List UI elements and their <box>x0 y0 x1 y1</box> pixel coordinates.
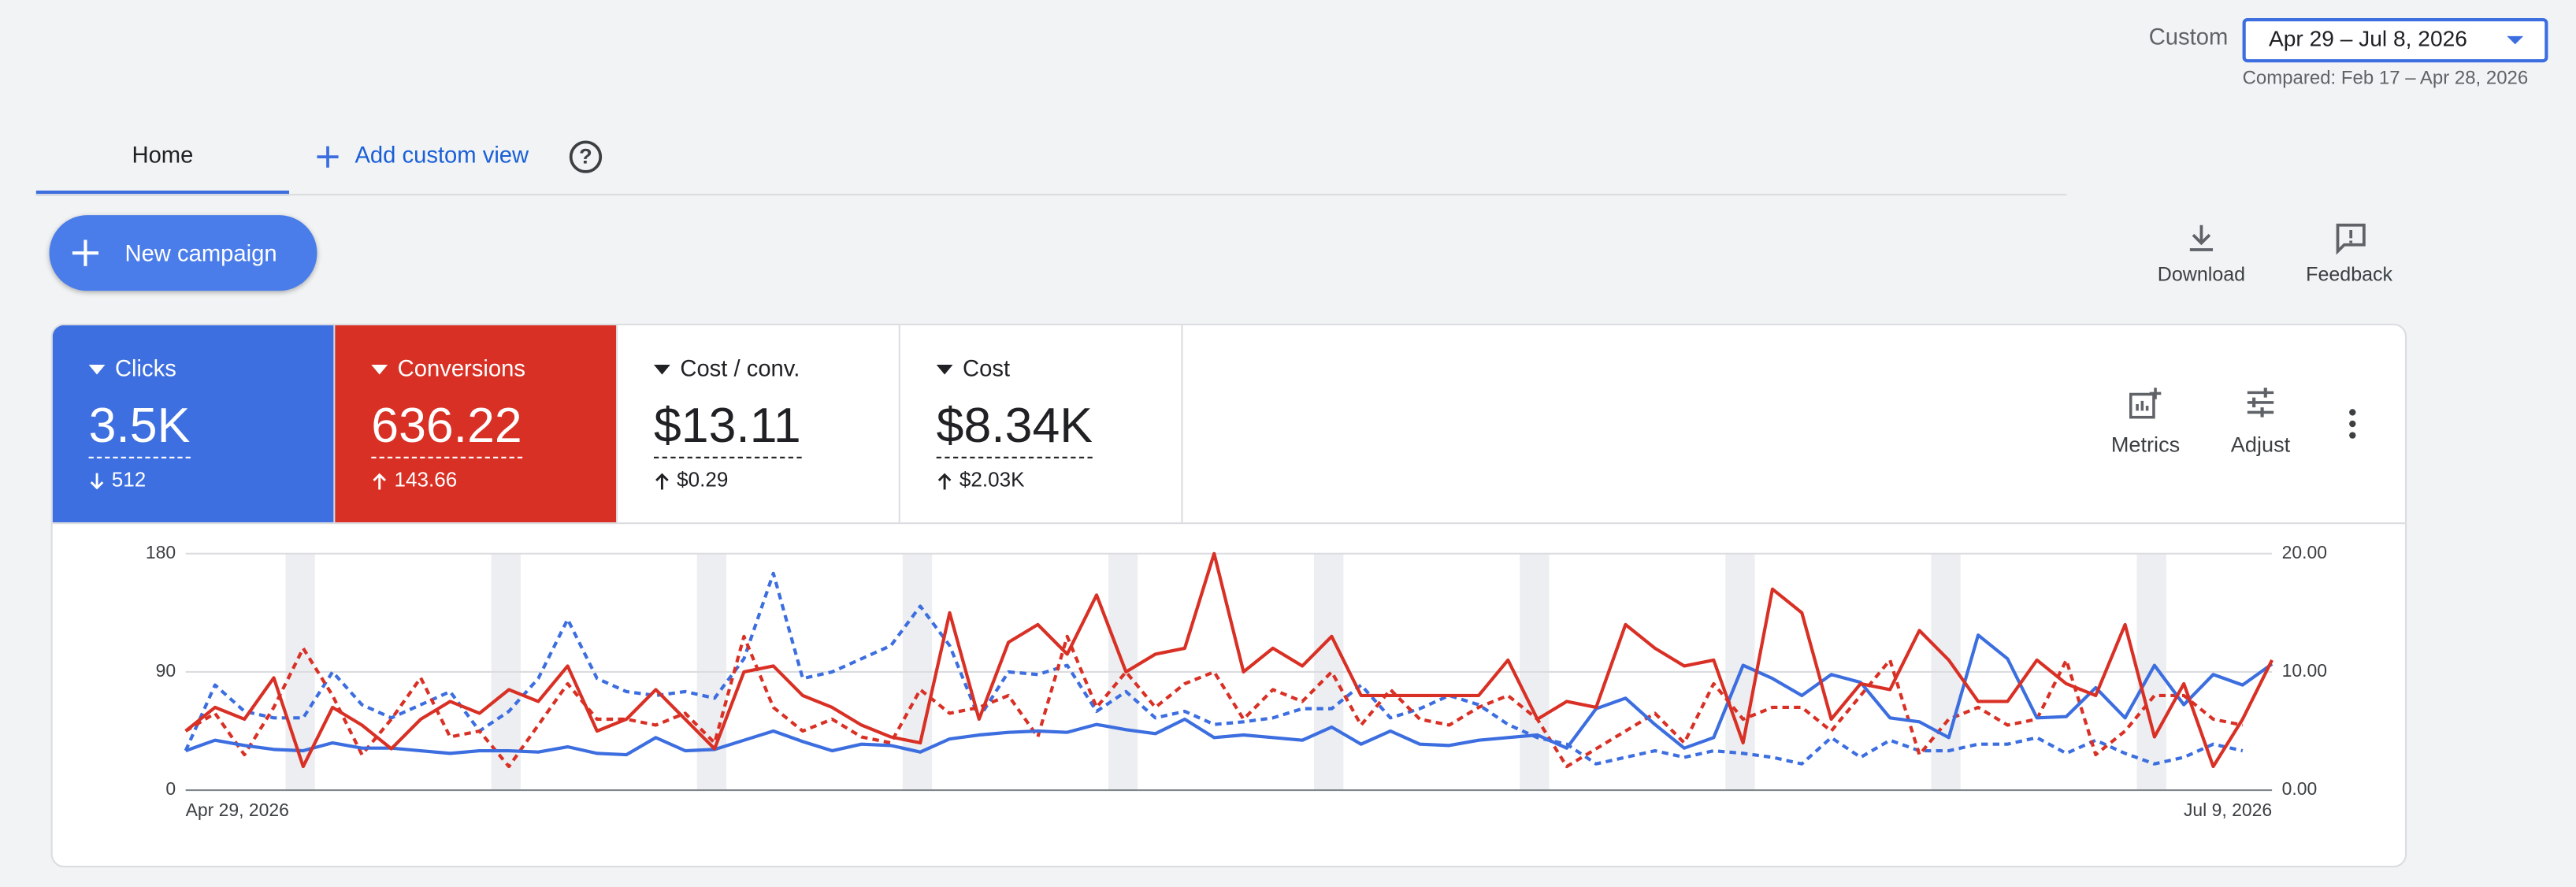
delta-arrow <box>655 473 669 490</box>
more-icon[interactable] <box>2348 407 2358 440</box>
adjust-label[interactable]: Adjust <box>2230 432 2291 457</box>
x-tick-label: Apr 29, 2026 <box>186 800 289 820</box>
metric-tile[interactable]: Cost / conv. $13.11 $0.29 <box>618 325 900 523</box>
download-icon[interactable] <box>2187 224 2217 254</box>
delta-arrow <box>937 473 952 490</box>
tab-indicator <box>35 190 290 196</box>
delta-arrow <box>373 473 387 490</box>
delta-arrow <box>90 473 104 490</box>
metric-tile[interactable]: Conversions 636.22 143.66 <box>335 325 618 523</box>
tab-home[interactable]: Home <box>132 141 194 168</box>
plus-icon <box>72 239 99 266</box>
metric-value: $13.11 <box>653 398 801 458</box>
new-campaign-label: New campaign <box>124 239 277 266</box>
caret <box>371 364 388 375</box>
new-campaign-button[interactable]: New campaign <box>49 215 317 291</box>
caret <box>653 364 670 375</box>
metric-tile[interactable]: Cost $8.34K $2.03K <box>900 325 1183 523</box>
metric-label: Clicks <box>114 354 176 381</box>
metrics-icon[interactable] <box>2129 388 2162 421</box>
series-line <box>184 551 2273 769</box>
plus-icon <box>317 146 339 168</box>
metric-label: Conversions <box>397 354 525 381</box>
metric-delta: $2.03K <box>959 468 1025 492</box>
y-tick-label: 0 <box>165 778 176 799</box>
metric-tiles: Clicks 3.5K 512 Conversions 636.22 143.66 Cost… <box>52 325 1186 523</box>
metric-tile[interactable]: Clicks 3.5K 512 <box>52 325 336 523</box>
y-tick-label: 180 <box>146 542 176 562</box>
caret <box>88 364 106 375</box>
feedback-label[interactable]: Feedback <box>2306 262 2393 286</box>
compared-range: Compared: Feb 17 – Apr 28, 2026 <box>2242 69 2529 89</box>
adjust-icon[interactable] <box>2246 388 2276 418</box>
tab-divider <box>35 194 2067 196</box>
metrics-label[interactable]: Metrics <box>2110 432 2181 457</box>
metric-delta: $0.29 <box>677 468 729 492</box>
metric-value: 3.5K <box>88 398 191 458</box>
caret <box>2507 35 2524 45</box>
series-line <box>184 634 2244 769</box>
y2-tick-label: 10.00 <box>2282 660 2327 681</box>
metric-delta: 512 <box>111 468 147 492</box>
svg-text:?: ? <box>579 143 592 168</box>
feedback-icon[interactable] <box>2334 222 2367 255</box>
metric-label: Cost / conv. <box>680 354 800 381</box>
tab-add-view[interactable]: Add custom view <box>354 141 529 168</box>
chart-card: Clicks 3.5K 512 Conversions 636.22 143.66 Cost… <box>50 323 2407 868</box>
y2-tick-label: 20.00 <box>2282 542 2327 562</box>
range-label: Custom <box>2148 23 2229 50</box>
y-tick-label: 90 <box>156 660 176 681</box>
metric-value: $8.34K <box>936 398 1093 458</box>
caret <box>936 364 953 375</box>
card-divider <box>52 522 2406 525</box>
download-label[interactable]: Download <box>2157 262 2246 286</box>
series-line <box>184 633 2273 757</box>
date-range: Apr 29 – Jul 8, 2026 <box>2268 26 2467 51</box>
metric-value: 636.22 <box>371 398 522 458</box>
x-tick-label: Jul 9, 2026 <box>2184 800 2272 820</box>
metric-label: Cost <box>963 354 1011 381</box>
help-icon[interactable]: ? <box>569 139 603 174</box>
date-picker[interactable]: Apr 29 – Jul 8, 2026 <box>2242 17 2548 63</box>
metric-delta: 143.66 <box>394 468 458 492</box>
chart: 0 90 180 0.00 10.00 20.00 Apr 29, 2026 Jul 9, 2… <box>146 542 2327 820</box>
y2-tick-label: 0.00 <box>2282 778 2318 799</box>
